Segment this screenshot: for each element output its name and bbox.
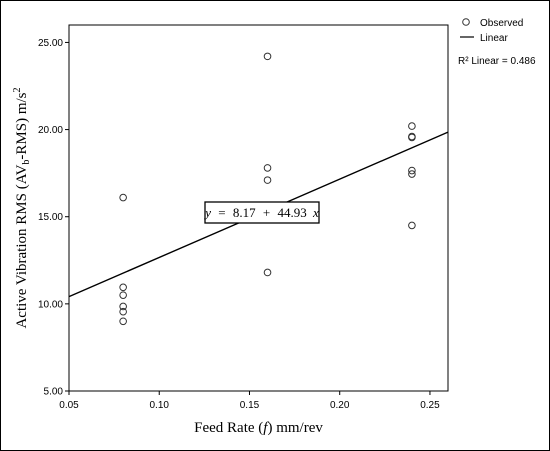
x-axis-title-prefix: Feed Rate ( <box>194 420 263 436</box>
equation-box-border <box>204 201 320 224</box>
y-tick-label: 25.00 <box>38 38 63 49</box>
data-point <box>119 317 127 326</box>
x-tick-label: 0.05 <box>59 400 79 411</box>
data-point <box>119 307 127 316</box>
r-squared-label: R² Linear = 0.486 <box>458 56 536 67</box>
data-point <box>408 221 416 230</box>
data-point <box>119 193 127 202</box>
data-point <box>408 122 416 130</box>
y-axis-title-superscript: 2 <box>12 87 23 92</box>
data-point <box>119 283 127 292</box>
legend-observed-marker <box>462 18 470 26</box>
equation-equals: = <box>218 205 225 220</box>
data-point <box>408 170 416 178</box>
x-axis-title-variable: f <box>263 420 269 436</box>
data-point <box>408 166 416 175</box>
x-tick-label: 0.20 <box>330 400 350 411</box>
y-axis-title-main: Active Vibration RMS (AV <box>14 164 30 328</box>
y-tick-label: 10.00 <box>38 299 63 310</box>
data-point <box>263 176 272 184</box>
data-point <box>119 302 127 311</box>
x-axis-ticks: 0.05 0.10 0.15 0.20 0.25 <box>59 391 440 411</box>
equation-box: y = 8.17 + 44.93 x <box>203 201 320 224</box>
x-axis-title-suffix: ) mm/rev <box>267 420 323 436</box>
data-point <box>263 268 272 277</box>
equation-x: x <box>312 205 319 220</box>
equation-label: y = 8.17 + 44.93 x <box>203 205 319 220</box>
y-tick-label: 15.00 <box>38 212 63 223</box>
y-tick-label: 5.00 <box>44 387 64 398</box>
equation-y: y <box>203 205 211 220</box>
y-axis-title-subscript: b <box>21 160 32 165</box>
legend-observed-label: Observed <box>480 18 523 29</box>
x-tick-label: 0.25 <box>420 400 440 411</box>
equation-intercept: 8.17 <box>233 205 256 220</box>
data-point <box>263 52 272 61</box>
y-axis-title: Active Vibration RMS (AVb-RMS) m/s2 <box>12 87 32 328</box>
y-axis-ticks: 5.00 10.00 15.00 20.00 25.00 <box>38 38 69 398</box>
legend: Observed Linear R² Linear = 0.486 <box>458 18 536 67</box>
x-tick-label: 0.10 <box>150 400 170 411</box>
y-axis-title-mid: -RMS) m/s <box>14 92 30 159</box>
legend-linear-label: Linear <box>480 33 508 44</box>
data-points <box>119 52 416 326</box>
equation-plus: + <box>263 205 270 220</box>
equation-slope: 44.93 <box>277 205 306 220</box>
data-point <box>119 291 127 299</box>
x-axis-title: Feed Rate (f) mm/rev <box>194 420 323 436</box>
y-tick-label: 20.00 <box>38 125 63 136</box>
data-point <box>408 133 416 142</box>
x-tick-label: 0.15 <box>240 400 260 411</box>
data-point <box>263 164 272 172</box>
